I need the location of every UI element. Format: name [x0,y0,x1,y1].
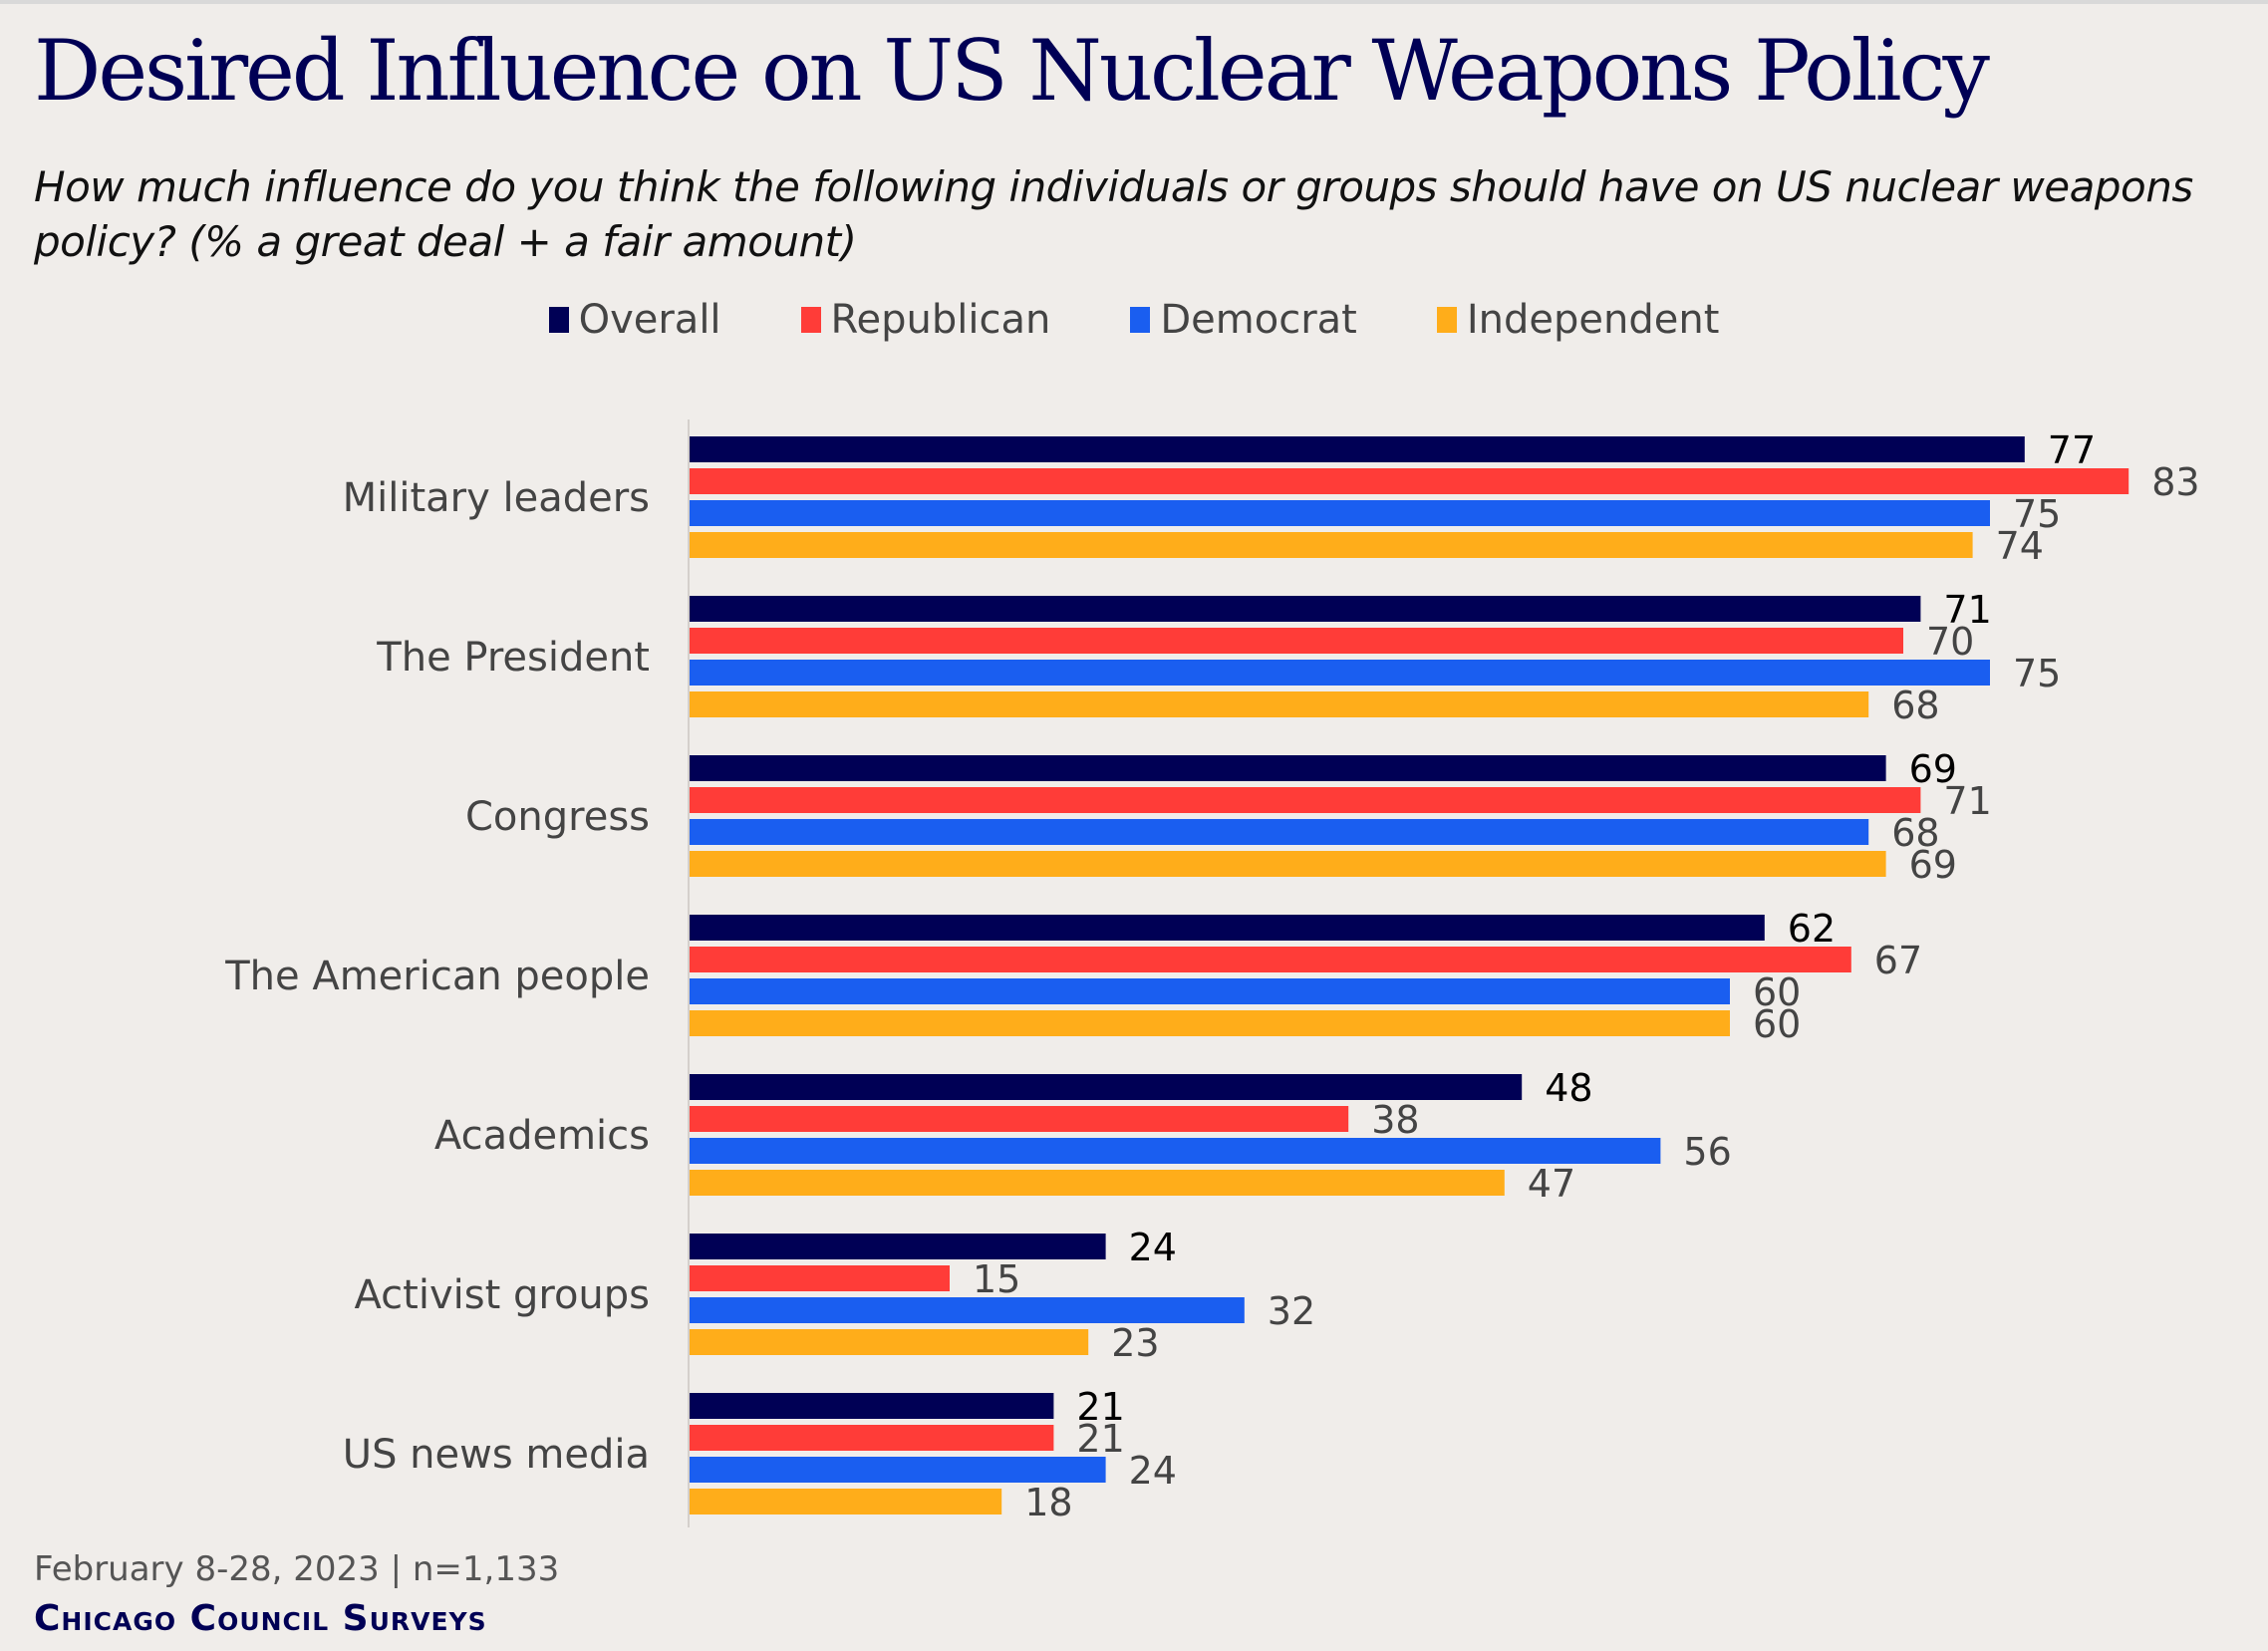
legend-label: Independent [1466,297,1720,343]
value-label: 60 [1753,1002,1801,1046]
legend-swatch [800,307,821,333]
value-label: 21 [1076,1385,1124,1429]
value-label: 69 [1909,843,1957,887]
value-label: 60 [1753,970,1801,1014]
bar-independent [690,1329,1089,1355]
legend-item: Independent [1436,297,1720,343]
value-label: 18 [1024,1481,1072,1524]
legend-swatch [548,307,569,333]
legend: Overall Republican Democrat Independent [0,297,2268,343]
category-label: Military leaders [343,475,650,521]
value-label: 68 [1891,811,1939,855]
value-label: 48 [1545,1066,1592,1110]
bar-independent [690,851,1886,877]
value-label: 70 [1926,620,1974,664]
bar-republican [690,628,1903,654]
footer-brand: Chicago Council Surveys [34,1598,487,1639]
value-label: 32 [1268,1289,1315,1333]
bar-democrat [690,819,1869,845]
bar-overall [690,1234,1106,1259]
bar-democrat [690,1138,1661,1164]
bar-republican [690,1106,1349,1132]
bar-independent [690,691,1869,717]
value-label: 71 [1943,588,1991,632]
bar-independent [690,1489,1002,1514]
bar-overall [690,596,1921,622]
value-label: 69 [1909,747,1957,791]
legend-swatch [1130,307,1151,333]
value-label: 68 [1891,684,1939,727]
bar-overall [690,1074,1523,1100]
legend-item: Republican [800,297,1051,343]
bar-independent [690,532,1973,558]
bar-republican [690,1265,950,1291]
category-label: The President [376,635,650,681]
value-label: 24 [1129,1226,1177,1269]
footer-date: February 8-28, 2023 | n=1,133 [34,1549,560,1589]
bar-overall [690,915,1765,941]
bar-republican [690,468,2129,494]
legend-label: Democrat [1160,297,1357,343]
value-label: 77 [2048,428,2096,472]
value-label: 15 [973,1257,1020,1301]
legend-label: Overall [578,297,721,343]
top-border [0,0,2268,4]
legend-label: Republican [830,297,1051,343]
bar-democrat [690,1457,1106,1483]
bar-overall [690,436,2025,462]
value-label: 38 [1371,1098,1419,1142]
bar-democrat [690,1297,1245,1323]
value-label: 47 [1528,1162,1575,1206]
value-label: 75 [2013,492,2061,536]
bar-republican [690,787,1921,813]
value-label: 24 [1129,1449,1177,1493]
bar-republican [690,947,1851,972]
value-label: 75 [2013,652,2061,695]
category-label: Congress [465,794,650,840]
value-label: 56 [1683,1130,1731,1174]
legend-item: Democrat [1130,297,1357,343]
value-label: 74 [1996,524,2044,568]
bar-overall [690,755,1886,781]
value-label: 71 [1943,779,1991,823]
category-label: Activist groups [355,1272,650,1318]
bar-republican [690,1425,1054,1451]
value-label: 23 [1111,1321,1159,1365]
value-label: 67 [1874,939,1922,982]
category-label: US news media [343,1432,650,1478]
value-label: 83 [2151,460,2199,504]
bar-democrat [690,660,1990,686]
bar-independent [690,1170,1505,1196]
legend-swatch [1436,307,1457,333]
chart-title: Desired Influence on US Nuclear Weapons … [34,22,1990,120]
bar-independent [690,1010,1730,1036]
legend-item: Overall [548,297,721,343]
category-label: The American people [224,954,650,999]
value-label: 62 [1788,907,1836,951]
bar-democrat [690,500,1990,526]
chart-subtitle: How much influence do you think the foll… [34,162,2193,266]
bar-democrat [690,978,1730,1004]
value-label: 21 [1076,1417,1124,1461]
bar-overall [690,1393,1054,1419]
category-label: Academics [434,1113,650,1159]
